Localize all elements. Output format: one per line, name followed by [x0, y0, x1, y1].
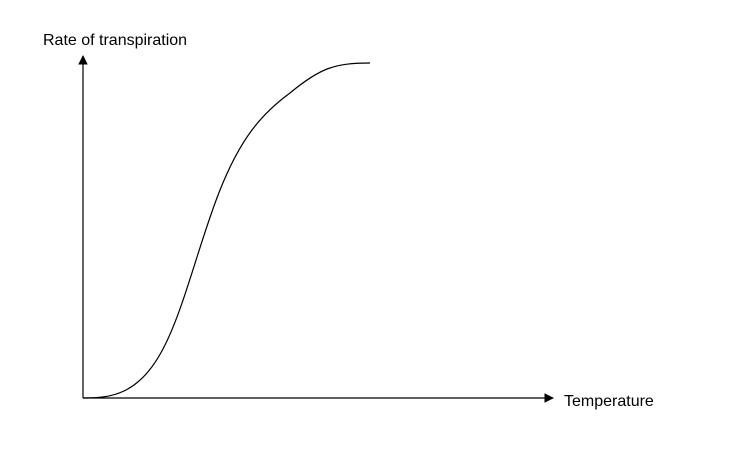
y-axis-label: Rate of transpiration	[43, 32, 187, 49]
x-axis-label: Temperature	[564, 393, 654, 410]
curve	[82, 62, 371, 399]
